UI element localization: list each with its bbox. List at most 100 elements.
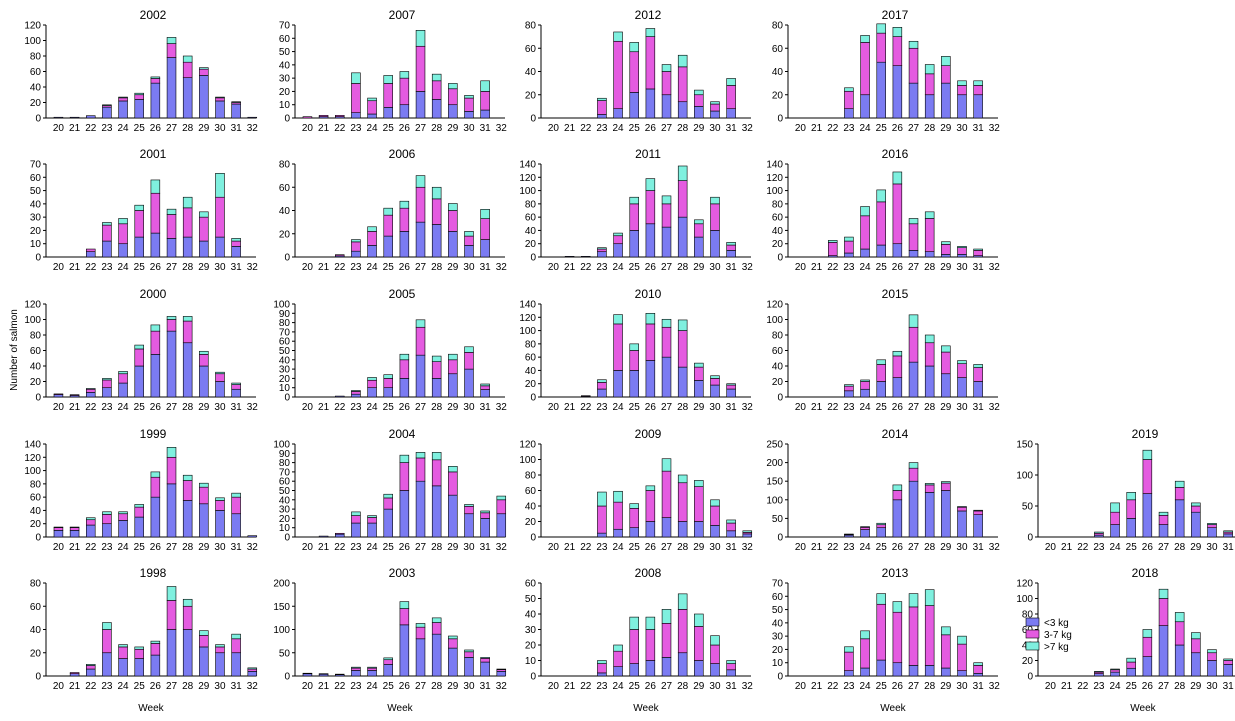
bar-segment bbox=[199, 240, 209, 258]
bar-segment bbox=[182, 342, 193, 398]
x-tick-label: 21 bbox=[564, 402, 576, 413]
bar-segment bbox=[892, 601, 903, 613]
panel-title: 1999 bbox=[140, 427, 167, 441]
bar-segment bbox=[415, 319, 426, 328]
y-tick-label: 50 bbox=[279, 346, 291, 357]
bar-segment bbox=[431, 378, 442, 398]
x-tick-label: 20 bbox=[795, 262, 807, 273]
y-tick-label: 0 bbox=[1027, 533, 1033, 544]
bar-segment bbox=[597, 672, 607, 677]
bar-segment bbox=[645, 360, 656, 398]
x-tick-label: 22 bbox=[580, 402, 592, 413]
bar-segment bbox=[215, 497, 225, 501]
bar-segment bbox=[102, 652, 112, 677]
bar-segment bbox=[118, 382, 128, 398]
x-tick-label: 26 bbox=[645, 123, 657, 134]
y-tick-label: 50 bbox=[30, 186, 42, 197]
bar-segment bbox=[231, 496, 241, 515]
bar-segment bbox=[118, 511, 128, 515]
bar-segment bbox=[710, 103, 720, 112]
bar-segment bbox=[844, 240, 854, 254]
x-tick-label: 32 bbox=[247, 681, 259, 692]
bar-segment bbox=[383, 75, 393, 84]
bar-segment bbox=[69, 673, 80, 677]
bar-segment bbox=[957, 363, 967, 378]
x-tick-label: 24 bbox=[612, 262, 624, 273]
bar-segment bbox=[86, 519, 96, 526]
x-tick-label: 32 bbox=[247, 262, 259, 273]
bar-segment bbox=[215, 373, 225, 382]
x-tick-label: 31 bbox=[973, 542, 985, 553]
bar-segment bbox=[351, 72, 361, 84]
x-tick-label: 31 bbox=[231, 681, 243, 692]
x-tick-label: 21 bbox=[564, 262, 576, 273]
x-tick-label: 20 bbox=[548, 402, 560, 413]
bar-segment bbox=[102, 523, 112, 538]
y-tick-label: 50 bbox=[772, 514, 784, 525]
y-tick-label: 40 bbox=[30, 362, 42, 373]
x-tick-label: 21 bbox=[811, 262, 823, 273]
bar-segment bbox=[69, 116, 80, 119]
bar-segment bbox=[383, 659, 393, 665]
bar-segment bbox=[69, 672, 80, 674]
bar-segment bbox=[860, 630, 870, 640]
bar-segment bbox=[134, 348, 144, 367]
x-tick-label: 21 bbox=[318, 123, 330, 134]
y-tick-label: 80 bbox=[30, 479, 42, 490]
bar-segment bbox=[1174, 644, 1185, 677]
bar-segment bbox=[431, 198, 442, 225]
y-tick-label: 0 bbox=[35, 114, 41, 125]
bar-segment bbox=[844, 108, 854, 119]
panel-2003: 2003 0 50 100 150 200 20 21 22 23 24 25 26 27 28 29 30 31… bbox=[273, 566, 507, 692]
bar-segment bbox=[661, 517, 672, 538]
bar-segment bbox=[597, 247, 607, 250]
bar-segment bbox=[166, 43, 177, 58]
bar-segment bbox=[231, 492, 241, 498]
bar-segment bbox=[876, 527, 886, 538]
x-tick-label: 32 bbox=[742, 402, 754, 413]
x-tick-label: 29 bbox=[447, 402, 459, 413]
y-tick-label: 0 bbox=[777, 253, 783, 264]
bar-segment bbox=[431, 361, 442, 379]
bar-segment bbox=[318, 115, 329, 117]
x-tick-label: 21 bbox=[318, 681, 330, 692]
bar-segment bbox=[464, 513, 474, 538]
y-tick-label: 150 bbox=[273, 602, 290, 613]
bar-segment bbox=[876, 359, 886, 365]
y-tick-label: 20 bbox=[279, 374, 291, 385]
x-tick-label: 25 bbox=[629, 123, 641, 134]
bar-segment bbox=[102, 222, 112, 226]
bar-segment bbox=[564, 256, 575, 258]
bar-segment bbox=[629, 508, 639, 529]
bar-segment bbox=[399, 359, 410, 379]
bar-segment bbox=[415, 354, 426, 398]
bar-segment bbox=[302, 672, 313, 675]
y-tick-label: 100 bbox=[273, 625, 290, 636]
bar-segment bbox=[415, 91, 426, 119]
x-tick-label: 31 bbox=[726, 542, 738, 553]
bar-segment bbox=[383, 207, 393, 216]
x-tick-label: 23 bbox=[596, 262, 608, 273]
bar-segment bbox=[134, 236, 144, 258]
x-tick-label: 27 bbox=[1158, 542, 1170, 553]
x-tick-label: 24 bbox=[859, 402, 871, 413]
x-tick-label: 27 bbox=[166, 681, 178, 692]
x-tick-label: 28 bbox=[924, 402, 936, 413]
x-tick-label: 21 bbox=[811, 542, 823, 553]
y-tick-label: 40 bbox=[525, 610, 537, 621]
y-tick-label: 50 bbox=[772, 605, 784, 616]
bar-segment bbox=[694, 219, 704, 225]
bar-segment bbox=[892, 377, 903, 398]
x-tick-label: 27 bbox=[166, 262, 178, 273]
bar-segment bbox=[480, 109, 490, 119]
x-tick-label: 24 bbox=[117, 262, 129, 273]
bar-segment bbox=[496, 671, 507, 677]
x-tick-label: 21 bbox=[811, 681, 823, 692]
x-tick-label: 22 bbox=[580, 681, 592, 692]
bar-segment bbox=[415, 638, 426, 677]
bar-segment bbox=[199, 211, 209, 218]
bar-segment bbox=[908, 314, 919, 328]
bar-segment bbox=[661, 318, 672, 328]
bar-segment bbox=[351, 666, 361, 669]
y-tick-label: 120 bbox=[766, 300, 783, 311]
